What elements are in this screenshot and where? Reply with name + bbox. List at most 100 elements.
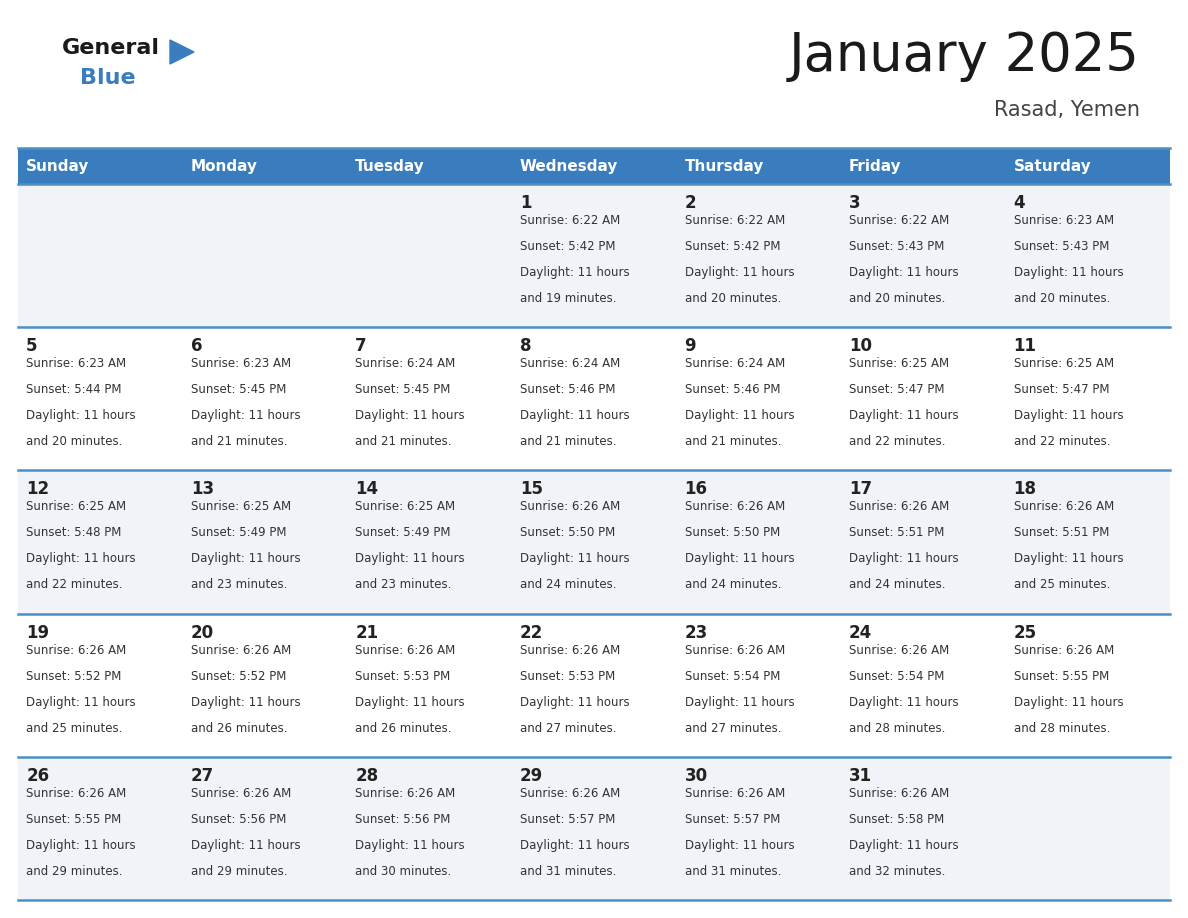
Text: Daylight: 11 hours: Daylight: 11 hours xyxy=(191,839,301,852)
Text: Daylight: 11 hours: Daylight: 11 hours xyxy=(849,696,959,709)
Text: Daylight: 11 hours: Daylight: 11 hours xyxy=(355,409,465,422)
Text: and 28 minutes.: and 28 minutes. xyxy=(1013,722,1110,734)
Bar xyxy=(18,327,183,470)
Bar xyxy=(347,327,512,470)
Text: and 29 minutes.: and 29 minutes. xyxy=(26,865,122,878)
Text: 18: 18 xyxy=(1013,480,1037,498)
Text: Sunrise: 6:26 AM: Sunrise: 6:26 AM xyxy=(26,644,126,656)
Bar xyxy=(18,148,183,184)
Text: Daylight: 11 hours: Daylight: 11 hours xyxy=(684,696,794,709)
Text: and 22 minutes.: and 22 minutes. xyxy=(26,578,122,591)
Text: Daylight: 11 hours: Daylight: 11 hours xyxy=(26,553,135,565)
Text: Sunrise: 6:25 AM: Sunrise: 6:25 AM xyxy=(191,500,291,513)
Text: Daylight: 11 hours: Daylight: 11 hours xyxy=(191,409,301,422)
Bar xyxy=(512,756,676,900)
Bar xyxy=(676,470,841,613)
Text: Sunset: 5:57 PM: Sunset: 5:57 PM xyxy=(520,812,615,826)
Bar xyxy=(183,756,347,900)
Bar xyxy=(347,470,512,613)
Text: Sunset: 5:43 PM: Sunset: 5:43 PM xyxy=(849,240,944,253)
Text: Sunset: 5:45 PM: Sunset: 5:45 PM xyxy=(191,383,286,397)
Text: Sunset: 5:44 PM: Sunset: 5:44 PM xyxy=(26,383,121,397)
Bar xyxy=(841,184,1005,327)
Text: Wednesday: Wednesday xyxy=(520,159,618,174)
Text: Sunrise: 6:25 AM: Sunrise: 6:25 AM xyxy=(355,500,455,513)
Text: Sunset: 5:57 PM: Sunset: 5:57 PM xyxy=(684,812,779,826)
Text: 22: 22 xyxy=(520,623,543,642)
Text: and 20 minutes.: and 20 minutes. xyxy=(849,292,946,305)
Bar xyxy=(183,327,347,470)
Text: Daylight: 11 hours: Daylight: 11 hours xyxy=(684,266,794,279)
Text: Sunrise: 6:25 AM: Sunrise: 6:25 AM xyxy=(26,500,126,513)
Bar xyxy=(18,613,183,756)
Text: Sunrise: 6:25 AM: Sunrise: 6:25 AM xyxy=(849,357,949,370)
Text: January 2025: January 2025 xyxy=(789,30,1140,82)
Text: 3: 3 xyxy=(849,194,861,212)
Text: Sunrise: 6:25 AM: Sunrise: 6:25 AM xyxy=(1013,357,1114,370)
Text: 23: 23 xyxy=(684,623,708,642)
Text: Tuesday: Tuesday xyxy=(355,159,425,174)
Text: Monday: Monday xyxy=(191,159,258,174)
Bar xyxy=(347,613,512,756)
Bar xyxy=(676,148,841,184)
Text: Sunrise: 6:23 AM: Sunrise: 6:23 AM xyxy=(191,357,291,370)
Text: Sunset: 5:47 PM: Sunset: 5:47 PM xyxy=(1013,383,1110,397)
Text: Daylight: 11 hours: Daylight: 11 hours xyxy=(1013,266,1124,279)
Bar xyxy=(18,470,183,613)
Text: Daylight: 11 hours: Daylight: 11 hours xyxy=(684,409,794,422)
Text: Sunset: 5:46 PM: Sunset: 5:46 PM xyxy=(684,383,781,397)
Text: Sunset: 5:42 PM: Sunset: 5:42 PM xyxy=(684,240,781,253)
Text: 11: 11 xyxy=(1013,337,1037,355)
Bar xyxy=(183,148,347,184)
Bar xyxy=(841,470,1005,613)
Text: Sunset: 5:54 PM: Sunset: 5:54 PM xyxy=(849,669,944,683)
Text: 27: 27 xyxy=(191,767,214,785)
Text: and 20 minutes.: and 20 minutes. xyxy=(684,292,781,305)
Text: Sunset: 5:47 PM: Sunset: 5:47 PM xyxy=(849,383,944,397)
Text: Sunrise: 6:24 AM: Sunrise: 6:24 AM xyxy=(684,357,785,370)
Bar xyxy=(183,184,347,327)
Text: 10: 10 xyxy=(849,337,872,355)
Bar xyxy=(183,470,347,613)
Text: 31: 31 xyxy=(849,767,872,785)
Text: 13: 13 xyxy=(191,480,214,498)
Text: Daylight: 11 hours: Daylight: 11 hours xyxy=(26,839,135,852)
Text: Daylight: 11 hours: Daylight: 11 hours xyxy=(355,839,465,852)
Bar xyxy=(841,148,1005,184)
Text: 29: 29 xyxy=(520,767,543,785)
Text: and 23 minutes.: and 23 minutes. xyxy=(191,578,287,591)
Text: Sunset: 5:53 PM: Sunset: 5:53 PM xyxy=(355,669,450,683)
Text: and 20 minutes.: and 20 minutes. xyxy=(26,435,122,448)
Text: Daylight: 11 hours: Daylight: 11 hours xyxy=(520,839,630,852)
Polygon shape xyxy=(170,40,194,64)
Text: and 25 minutes.: and 25 minutes. xyxy=(26,722,122,734)
Text: 2: 2 xyxy=(684,194,696,212)
Text: and 21 minutes.: and 21 minutes. xyxy=(520,435,617,448)
Text: 28: 28 xyxy=(355,767,379,785)
Text: Daylight: 11 hours: Daylight: 11 hours xyxy=(684,839,794,852)
Bar xyxy=(1005,327,1170,470)
Text: 7: 7 xyxy=(355,337,367,355)
Bar xyxy=(512,148,676,184)
Text: Sunrise: 6:26 AM: Sunrise: 6:26 AM xyxy=(26,787,126,800)
Bar xyxy=(1005,613,1170,756)
Text: Sunset: 5:52 PM: Sunset: 5:52 PM xyxy=(191,669,286,683)
Bar xyxy=(347,756,512,900)
Text: and 26 minutes.: and 26 minutes. xyxy=(191,722,287,734)
Text: 19: 19 xyxy=(26,623,50,642)
Bar xyxy=(676,756,841,900)
Text: Sunrise: 6:26 AM: Sunrise: 6:26 AM xyxy=(849,787,949,800)
Text: Sunset: 5:55 PM: Sunset: 5:55 PM xyxy=(1013,669,1108,683)
Bar xyxy=(841,613,1005,756)
Text: Sunset: 5:49 PM: Sunset: 5:49 PM xyxy=(191,526,286,540)
Bar xyxy=(1005,470,1170,613)
Text: and 23 minutes.: and 23 minutes. xyxy=(355,578,451,591)
Text: 25: 25 xyxy=(1013,623,1037,642)
Text: Sunrise: 6:26 AM: Sunrise: 6:26 AM xyxy=(520,644,620,656)
Text: 16: 16 xyxy=(684,480,708,498)
Text: and 21 minutes.: and 21 minutes. xyxy=(684,435,781,448)
Bar xyxy=(347,184,512,327)
Bar xyxy=(841,756,1005,900)
Text: 9: 9 xyxy=(684,337,696,355)
Text: Sunrise: 6:26 AM: Sunrise: 6:26 AM xyxy=(1013,644,1114,656)
